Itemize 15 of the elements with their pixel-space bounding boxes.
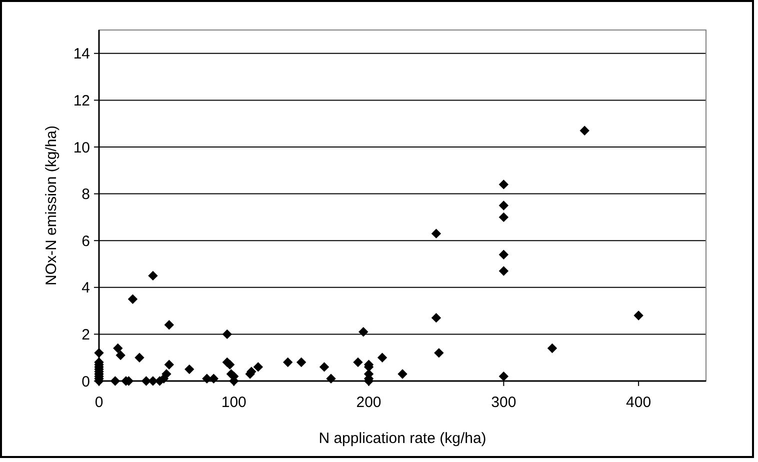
y-tick-label: 4: [82, 280, 90, 297]
y-tick-label: 8: [82, 186, 90, 204]
x-tick-label: 100: [221, 394, 246, 411]
y-tick-label: 2: [82, 326, 90, 344]
y-tick-label: 6: [82, 232, 90, 250]
x-tick-label: 300: [491, 394, 516, 411]
y-tick-label: 0: [82, 373, 90, 390]
y-tick-label: 14: [73, 46, 90, 63]
x-tick-label: 0: [94, 394, 104, 411]
x-tick-label: 400: [626, 394, 652, 411]
x-tick-label: 200: [356, 394, 382, 411]
y-axis-title: NOx-N emission (kg/ha): [43, 125, 60, 286]
y-tick-label: 10: [73, 139, 90, 156]
x-axis-title: N application rate (kg/ha): [318, 430, 486, 447]
y-tick-label: 12: [73, 92, 90, 110]
